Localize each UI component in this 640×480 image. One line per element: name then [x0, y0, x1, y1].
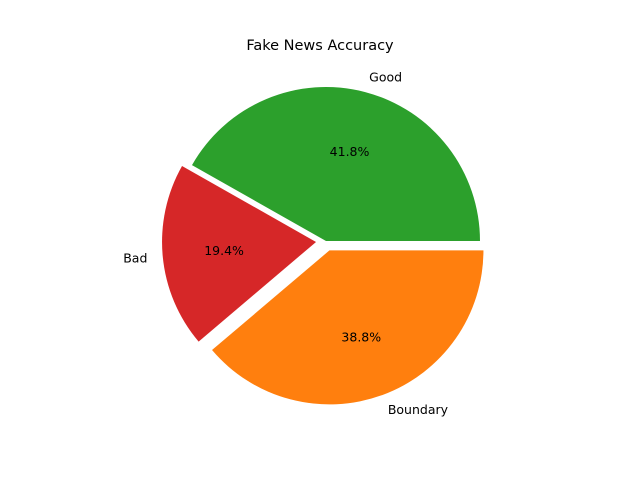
pie-slice-good	[191, 87, 480, 241]
pie-slice-boundary	[212, 250, 484, 405]
slice-label-good: Good	[369, 70, 402, 85]
slice-percent-good: 41.8%	[330, 144, 370, 159]
pie-labels: Good 41.8% Bad 19.4% Boundary 38.8%	[123, 70, 448, 417]
pie-slice-bad	[162, 166, 317, 342]
slice-percent-boundary: 38.8%	[341, 330, 381, 345]
slice-label-boundary: Boundary	[388, 402, 449, 417]
slice-percent-bad: 19.4%	[204, 243, 244, 258]
slice-label-bad: Bad	[123, 250, 147, 265]
pie-slices	[162, 87, 484, 405]
chart-title: Fake News Accuracy	[246, 38, 394, 54]
